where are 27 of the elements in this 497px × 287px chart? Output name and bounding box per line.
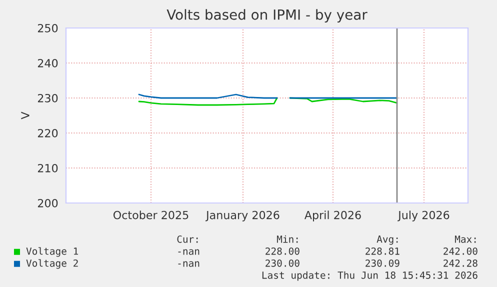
text: 230.09 <box>366 259 400 267</box>
text: 242.28 <box>444 259 478 267</box>
x-tick-label: July 2026 <box>398 210 450 222</box>
text: Last update: Thu Jun 18 15:45:31 2026 <box>262 271 478 281</box>
y-axis-title: V <box>21 112 30 120</box>
legend-label: Voltage 2 <box>26 259 78 269</box>
y-tick-label: 210 <box>38 164 58 172</box>
text: 228.00 <box>266 247 300 255</box>
text: 242.00 <box>444 247 478 255</box>
text: Max: <box>454 236 476 243</box>
chart-title: Volts based on IPMI - by year <box>166 9 368 23</box>
y-tick-label: 200 <box>38 198 58 208</box>
text: -nan <box>178 261 200 267</box>
x-tick-label: April 2026 <box>304 210 361 222</box>
y-tick-label: 220 <box>38 128 58 138</box>
y-tick-label: 250 <box>38 24 58 32</box>
text: Min: <box>276 235 298 243</box>
text: -nan <box>178 249 200 255</box>
text: 228.81 <box>366 247 400 255</box>
y-tick-label: 240 <box>38 58 58 68</box>
text: Avg: <box>376 236 398 245</box>
y-tick-label: 230 <box>38 94 58 102</box>
text: Cur: <box>177 235 198 243</box>
text: 230.00 <box>266 259 300 267</box>
x-tick-label: October 2025 <box>113 210 188 220</box>
legend-label: Voltage 1 <box>26 247 78 257</box>
x-tick-label: January 2026 <box>205 210 280 222</box>
